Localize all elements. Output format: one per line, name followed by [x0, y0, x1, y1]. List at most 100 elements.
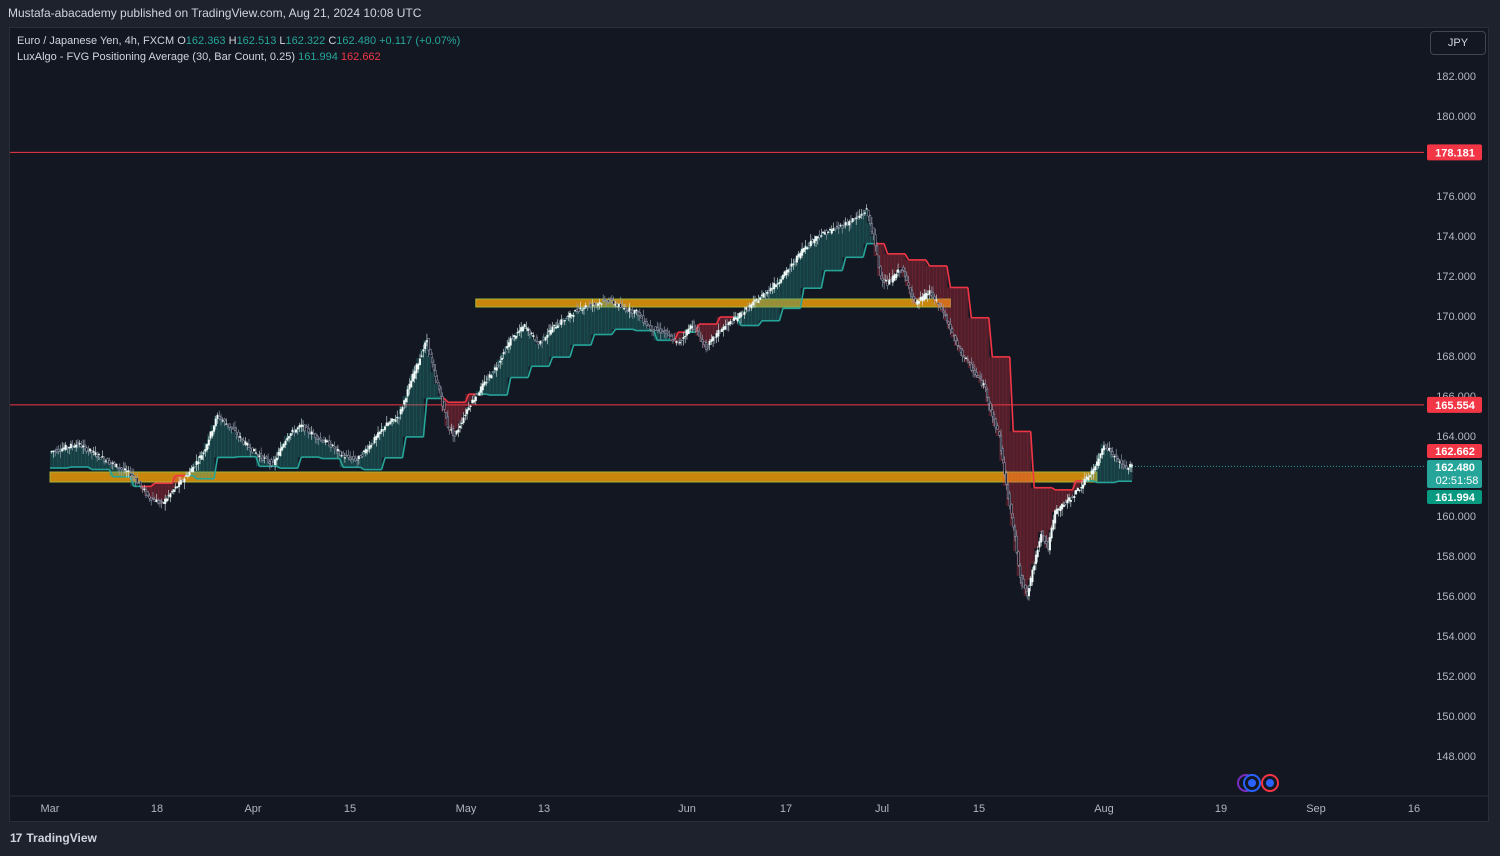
fvg-average-fill [423, 340, 428, 399]
fvg-average-line [338, 458, 344, 468]
x-tick-label: Apr [244, 803, 261, 815]
fvg-average-fill [604, 300, 609, 335]
candle-body [61, 448, 64, 452]
fvg-average-fill [1034, 487, 1039, 548]
y-tick-label: 180.000 [1436, 111, 1476, 123]
fvg-average-fill [437, 396, 442, 399]
candle-body [628, 307, 631, 312]
open-label: O [177, 35, 186, 47]
candle-body [862, 213, 865, 215]
candle-body [867, 210, 870, 217]
candle-body [443, 401, 446, 410]
candle-body [120, 467, 123, 470]
fvg-average-fill [842, 224, 847, 258]
fvg-average-fill [102, 460, 107, 470]
fvg-average-fill [622, 309, 627, 330]
candle-body [596, 303, 599, 306]
candle-body [624, 308, 627, 312]
currency-button[interactable]: JPY [1430, 31, 1486, 55]
candle-body [514, 335, 517, 339]
fvg-average-fill [943, 265, 948, 321]
fvg-average-fill [898, 253, 903, 268]
fvg-average-fill [252, 453, 257, 457]
candle-body [678, 342, 681, 344]
candle-body [202, 452, 205, 455]
fvg-average-fill [287, 433, 292, 469]
fvg-average-fill [761, 293, 766, 321]
chart-frame[interactable] [9, 27, 1489, 822]
fvg-average-fill [636, 316, 641, 331]
candle-body [373, 436, 376, 444]
candle-body [677, 340, 680, 343]
candle-body [240, 438, 243, 440]
candle-body [301, 425, 305, 427]
candle-body [68, 446, 71, 449]
candle-body [322, 440, 326, 443]
indicator-name[interactable]: LuxAlgo - FVG Positioning Average (30, B… [17, 51, 296, 63]
fvg-average-fill [939, 265, 944, 312]
candle-body [469, 405, 472, 408]
candle-body [595, 303, 598, 306]
candle-body [169, 493, 172, 498]
candle-body [1108, 447, 1111, 451]
candle-body [1003, 462, 1006, 475]
candle-body [989, 403, 992, 411]
fvg-average-line [1051, 487, 1056, 491]
support-resistance-zone[interactable] [475, 298, 951, 308]
candle-body [738, 313, 741, 319]
price-tag-countdown: 02:51:58 [1436, 475, 1479, 487]
candle-body [771, 287, 774, 290]
fvg-average-fill [67, 446, 72, 467]
fvg-average-fill [772, 284, 777, 321]
candle-body [333, 446, 336, 450]
candle-body [951, 328, 954, 333]
candle-body [284, 440, 287, 446]
candle-body [349, 456, 352, 460]
candle-body [1045, 541, 1048, 544]
candle-body [900, 269, 903, 272]
fvg-average-fill [1117, 464, 1122, 482]
candle-body [635, 309, 638, 312]
candle-body [350, 456, 353, 459]
tradingview-logo[interactable]: 17 TradingView [10, 831, 97, 845]
candle-body [766, 292, 769, 294]
candle-body [560, 319, 563, 325]
candle-body [260, 453, 263, 459]
fvg-average-fill [915, 259, 920, 301]
candle-body [750, 303, 753, 309]
candle-body [794, 261, 797, 264]
fvg-average-fill [409, 376, 414, 437]
fvg-average-fill [493, 366, 498, 396]
candle-body [342, 452, 345, 456]
candle-body [214, 418, 217, 427]
support-resistance-zone[interactable] [49, 471, 1098, 483]
candle-body [797, 254, 800, 257]
fvg-average-fill [566, 315, 571, 358]
candle-body [359, 455, 362, 458]
candle-body [994, 418, 997, 429]
candle-body [917, 301, 921, 304]
candle-body [270, 459, 273, 466]
candle-body [959, 348, 962, 353]
y-tick-label: 148.000 [1436, 751, 1476, 763]
fvg-average-line [527, 366, 533, 378]
candle-body [404, 398, 408, 403]
candle-body [368, 445, 371, 450]
candle-body [973, 369, 976, 375]
candle-body [848, 221, 851, 226]
candle-body [183, 478, 186, 483]
fvg-average-fill [297, 426, 302, 458]
fvg-average-fill [1076, 480, 1081, 488]
candle-body [99, 457, 102, 460]
candle-body [541, 340, 544, 343]
candle-body [705, 342, 708, 350]
fvg-average-fill [315, 438, 320, 458]
symbol-name[interactable]: Euro / Japanese Yen, 4h, FXCM [17, 35, 175, 47]
candle-body [581, 309, 584, 311]
x-tick-label: 15 [344, 803, 356, 815]
candle-body [558, 323, 561, 326]
candle-body [902, 267, 905, 271]
candle-body [1068, 497, 1071, 501]
candle-body [218, 415, 221, 419]
